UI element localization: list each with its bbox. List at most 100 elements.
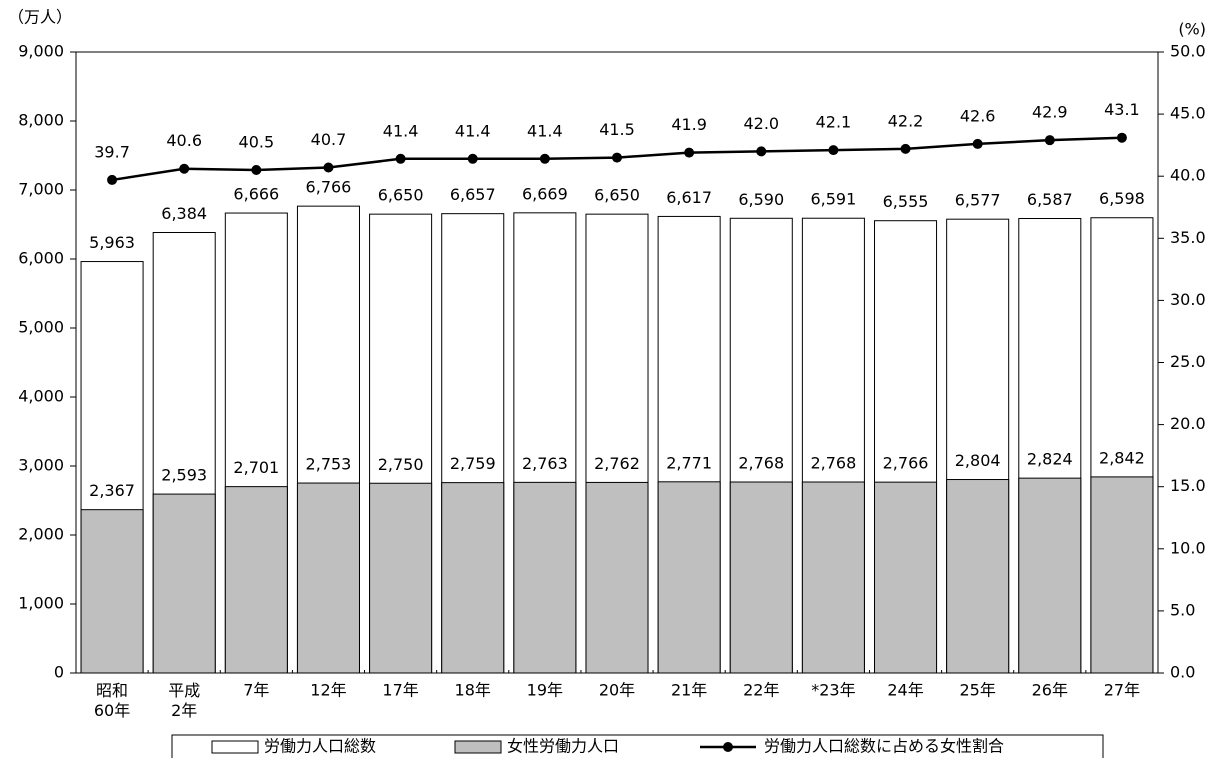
line-marker <box>1044 135 1055 146</box>
bar <box>585 481 649 674</box>
data-label: 2,762 <box>594 454 640 473</box>
data-label: 2,766 <box>883 454 929 473</box>
bar <box>80 509 144 674</box>
x-tick-label: 24年 <box>887 681 923 700</box>
line-marker <box>1116 132 1127 143</box>
y-tick-label: 8,000 <box>18 111 64 130</box>
data-label: 6,657 <box>450 185 496 204</box>
legend-marker <box>723 742 733 752</box>
data-label: 6,598 <box>1099 189 1145 208</box>
data-label: 6,577 <box>955 191 1001 210</box>
x-tick-label: 昭和 60年 <box>94 681 130 720</box>
data-label: 6,650 <box>594 186 640 205</box>
legend-swatch <box>211 740 259 754</box>
legend-label: 労働力人口総数 <box>264 737 376 756</box>
label-bg <box>370 453 431 478</box>
data-label: 2,842 <box>1099 448 1145 467</box>
label-bg <box>947 449 1008 474</box>
y-tick-label: 3,000 <box>18 456 64 475</box>
label-bg <box>659 186 720 211</box>
y2-tick-label: 0.0 <box>1170 663 1195 682</box>
data-label: 42.9 <box>1032 103 1068 122</box>
y2-tick-label: 25.0 <box>1170 352 1206 371</box>
data-label: 42.2 <box>888 111 924 130</box>
data-label: 2,771 <box>666 453 712 472</box>
line-marker <box>972 138 983 149</box>
label-bg <box>82 231 143 256</box>
x-tick-label: 21年 <box>671 681 707 700</box>
line-marker <box>467 153 478 164</box>
x-tick-label: *23年 <box>811 681 855 700</box>
y-tick-label: 4,000 <box>18 387 64 406</box>
x-tick-label: 25年 <box>959 681 995 700</box>
label-bg <box>1019 188 1080 213</box>
y-tick-label: 1,000 <box>18 594 64 613</box>
y2-tick-label: 5.0 <box>1170 600 1195 619</box>
bar <box>152 493 216 674</box>
data-label: 6,590 <box>738 190 784 209</box>
label-bg <box>731 188 792 213</box>
data-label: 2,759 <box>450 454 496 473</box>
data-label: 42.6 <box>960 106 996 125</box>
bar <box>657 481 721 674</box>
label-bg <box>875 452 936 477</box>
data-label: 42.1 <box>816 113 852 132</box>
y2-tick-label: 35.0 <box>1170 228 1206 247</box>
data-label: 41.9 <box>671 115 707 134</box>
bar <box>224 486 288 674</box>
bar <box>874 481 938 674</box>
label-bg <box>587 184 647 209</box>
x-tick-label: 18年 <box>455 681 491 700</box>
label-bg <box>947 189 1008 214</box>
y2-tick-label: 40.0 <box>1170 166 1206 185</box>
label-bg <box>442 452 503 477</box>
label-bg <box>442 183 503 208</box>
data-label: 2,763 <box>522 454 568 473</box>
bar <box>729 481 793 674</box>
x-tick-label: 平成 2年 <box>168 681 200 720</box>
data-label: 2,701 <box>233 458 279 477</box>
data-label: 6,666 <box>233 185 279 204</box>
label-bg <box>370 184 431 209</box>
data-label: 40.5 <box>239 132 275 151</box>
label-bg <box>514 452 575 477</box>
data-label: 2,753 <box>306 455 352 474</box>
x-tick-label: 20年 <box>599 681 635 700</box>
line-marker <box>107 174 118 185</box>
line-marker <box>900 143 911 154</box>
label-bg <box>587 452 647 477</box>
label-bg <box>875 190 936 215</box>
data-label: 5,963 <box>89 233 135 252</box>
data-label: 6,591 <box>810 190 856 209</box>
x-tick-label: 22年 <box>743 681 779 700</box>
bar <box>1090 476 1154 674</box>
y2-tick-label: 20.0 <box>1170 414 1206 433</box>
data-label: 39.7 <box>94 142 130 161</box>
label-bg <box>226 183 287 208</box>
data-label: 41.4 <box>455 121 491 140</box>
data-label: 41.4 <box>383 121 419 140</box>
data-label: 40.6 <box>166 131 202 150</box>
x-tick-label: 7年 <box>243 681 269 700</box>
label-bg <box>82 479 143 504</box>
y-tick-label: 6,000 <box>18 249 64 268</box>
label-bg <box>803 452 864 477</box>
legend-label: 女性労働力人口 <box>507 737 619 756</box>
legend-box <box>171 734 1104 758</box>
y-tick-label: 2,000 <box>18 525 64 544</box>
bar <box>513 481 577 674</box>
y-tick-label: 9,000 <box>18 42 64 61</box>
y2-tick-label: 45.0 <box>1170 104 1206 123</box>
line-marker <box>323 162 334 173</box>
data-label: 42.0 <box>743 114 779 133</box>
data-label: 2,804 <box>955 451 1001 470</box>
x-tick-label: 12年 <box>310 681 346 700</box>
data-label: 6,650 <box>378 186 424 205</box>
bar <box>441 482 505 674</box>
bar <box>369 482 433 674</box>
data-label: 41.4 <box>527 121 563 140</box>
line-marker <box>395 153 406 164</box>
label-bg <box>1091 446 1152 471</box>
label-bg <box>154 464 215 489</box>
